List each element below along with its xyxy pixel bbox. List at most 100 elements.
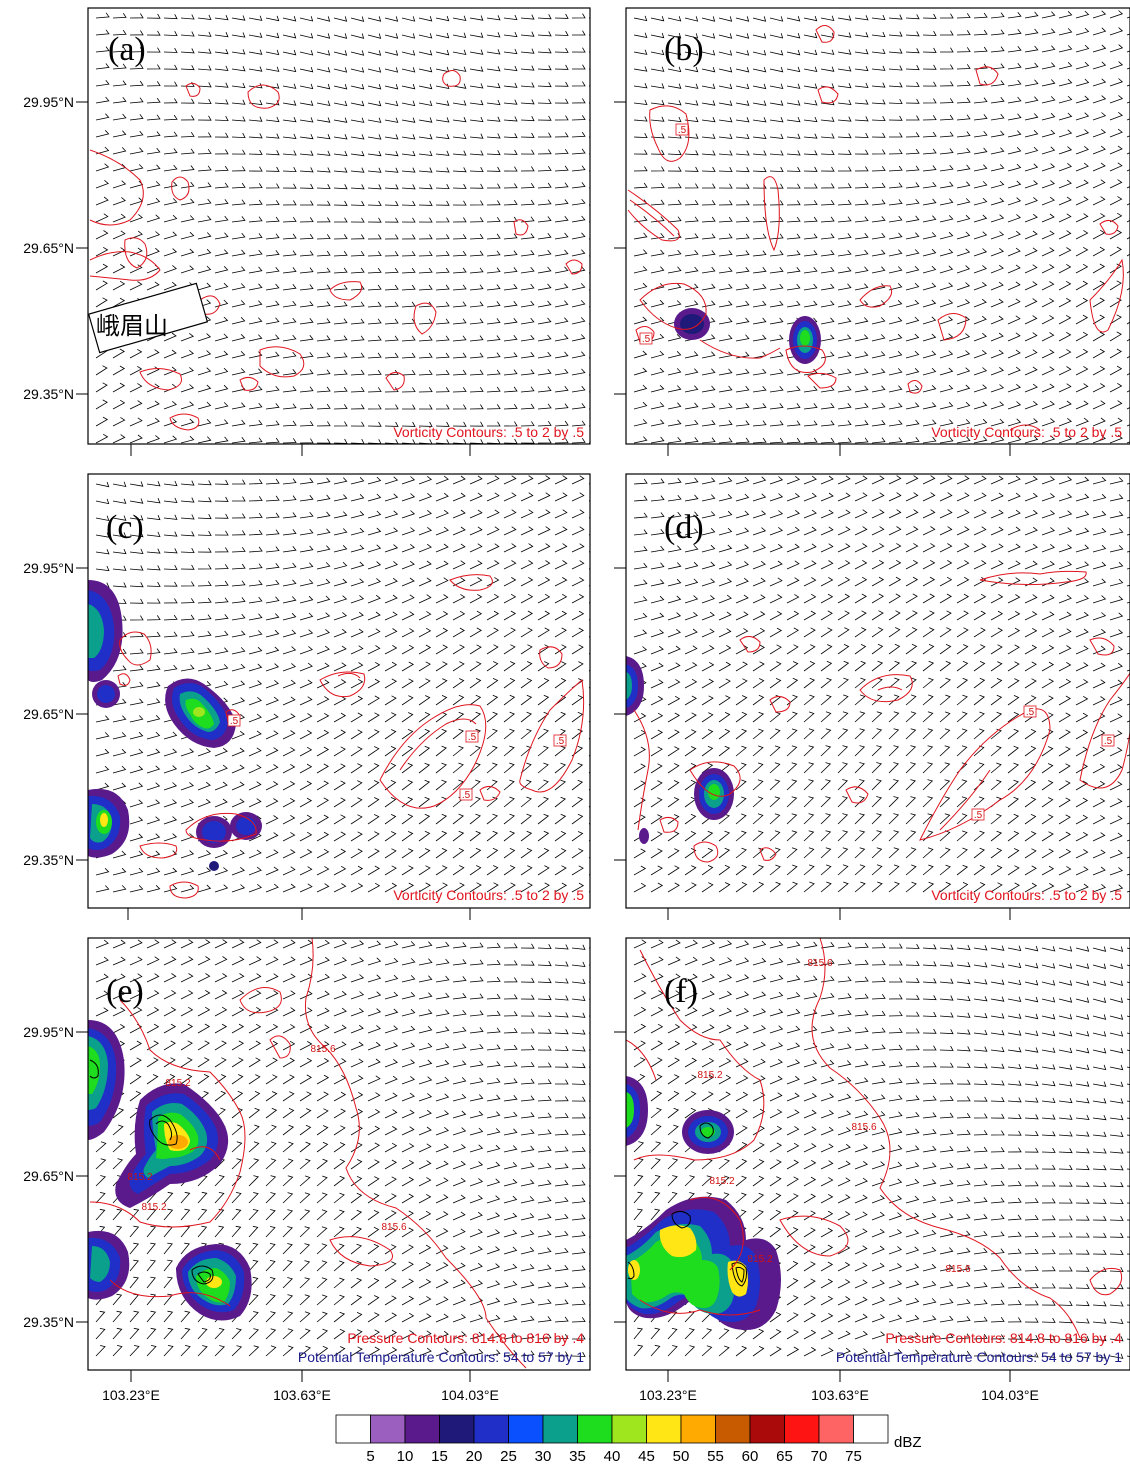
wind-barb: [112, 113, 127, 121]
wind-barb: [1075, 196, 1089, 206]
contour-label: .5: [462, 790, 471, 801]
wind-barb: [435, 1009, 450, 1017]
wind-barb: [537, 14, 552, 20]
wind-barb: [667, 83, 682, 89]
wind-barb: [820, 864, 832, 876]
wind-barb: [803, 1347, 817, 1357]
wind-barb: [973, 610, 987, 621]
wind-barb: [905, 1263, 920, 1272]
wind-barb: [871, 977, 886, 983]
wind-barb: [350, 1277, 363, 1289]
wind-barb: [973, 627, 986, 638]
wind-barb: [282, 763, 296, 774]
wind-barb: [112, 180, 127, 189]
wind-barb: [333, 134, 348, 140]
ticks-b: [614, 101, 1011, 456]
wind-barb: [786, 644, 799, 655]
wind-barb: [990, 728, 1002, 740]
wind-barb: [571, 232, 586, 240]
wind-barb: [956, 316, 970, 325]
wind-barb: [854, 82, 869, 88]
wind-barb: [299, 420, 314, 427]
wind-barb: [871, 643, 884, 655]
wind-barb: [333, 729, 346, 740]
wind-barb: [350, 991, 365, 1000]
wind-barb: [129, 748, 144, 757]
wind-barb: [701, 882, 714, 893]
wind-barb: [684, 939, 698, 949]
vorticity-contour: [693, 841, 719, 863]
wind-barb: [316, 1108, 329, 1119]
wind-barb: [837, 199, 852, 206]
wind-barb: [922, 81, 937, 87]
wind-barb: [871, 385, 886, 393]
wind-barb: [300, 200, 314, 206]
wind-barb: [837, 942, 852, 949]
wind-barb: [803, 644, 816, 655]
theta-contour: [89, 1059, 99, 1079]
wind-barb: [163, 631, 178, 638]
wind-barb: [163, 614, 178, 621]
wind-barb: [333, 1091, 347, 1102]
wind-barb: [820, 593, 834, 604]
wind-barb: [1058, 561, 1072, 570]
wind-barb: [265, 1040, 279, 1051]
lon-tick-label: 104.03°E: [441, 1387, 499, 1403]
wind-barb: [786, 116, 801, 123]
wind-barb: [282, 66, 297, 73]
wind-barb: [503, 1212, 518, 1221]
wind-barb: [820, 813, 832, 825]
wind-barb: [163, 1310, 174, 1323]
wind-barb: [1092, 679, 1106, 689]
wind-barb: [735, 1158, 748, 1170]
wind-barb: [837, 1347, 851, 1357]
wind-barb: [871, 334, 886, 342]
wind-barb: [248, 973, 262, 983]
wind-barb: [769, 594, 783, 604]
wind-barb: [435, 1126, 449, 1136]
wind-barb: [803, 1244, 816, 1255]
wind-barb: [333, 990, 347, 1000]
wind-barb: [633, 350, 648, 359]
wind-barb: [435, 958, 450, 966]
wind-barb: [1092, 10, 1107, 19]
wind-barb: [333, 973, 347, 983]
wind-barb: [401, 779, 414, 791]
wind-barb: [1024, 945, 1039, 952]
wind-barb: [316, 797, 330, 808]
wind-barb: [231, 884, 246, 893]
wind-barb: [282, 1040, 296, 1051]
wind-barb: [940, 30, 954, 36]
wind-barb: [469, 1111, 484, 1119]
wind-barb: [588, 551, 590, 553]
wind-barb: [265, 883, 279, 893]
wind-barb: [1109, 629, 1124, 638]
wind-barb: [486, 475, 500, 485]
wind-barb: [282, 133, 297, 139]
wind-barb: [1075, 10, 1090, 19]
wind-barb: [1075, 1165, 1090, 1171]
wind-barb: [905, 830, 917, 842]
wind-barb: [684, 1107, 697, 1119]
wind-barb: [1041, 213, 1055, 223]
wind-barb: [486, 335, 501, 342]
wind-barb: [503, 543, 517, 553]
wind-barb: [922, 13, 937, 19]
wind-barb: [973, 830, 985, 842]
wind-barb: [650, 595, 665, 604]
wind-barb: [588, 425, 590, 427]
wind-barb: [837, 627, 850, 638]
wind-barb: [1075, 510, 1090, 519]
wind-barb: [871, 199, 886, 206]
wind-barb: [837, 1093, 852, 1102]
wind-barb: [650, 529, 665, 536]
wind-barb: [1075, 112, 1090, 121]
wind-barb: [197, 564, 212, 570]
wind-barb: [282, 545, 297, 553]
wind-barb: [299, 1260, 311, 1272]
wind-barb: [1092, 365, 1106, 376]
wind-barb: [520, 266, 535, 274]
wind-barb: [871, 796, 882, 808]
wind-barb: [435, 992, 450, 1000]
wind-barb: [282, 438, 297, 444]
